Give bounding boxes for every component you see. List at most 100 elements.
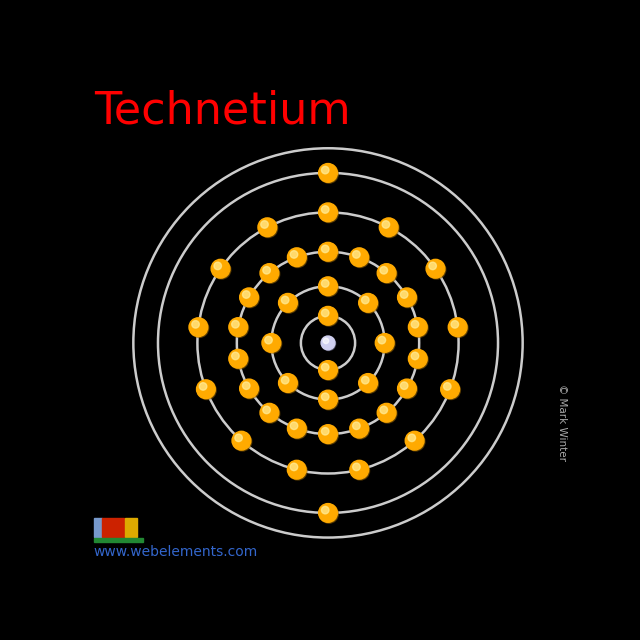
Circle shape: [287, 460, 306, 479]
Circle shape: [321, 166, 329, 174]
Circle shape: [232, 352, 239, 360]
Circle shape: [289, 249, 307, 268]
Circle shape: [278, 374, 298, 392]
Circle shape: [212, 260, 231, 279]
Circle shape: [410, 350, 428, 369]
Circle shape: [410, 319, 428, 337]
Circle shape: [449, 319, 468, 337]
Circle shape: [198, 381, 216, 399]
Circle shape: [444, 383, 451, 390]
Circle shape: [319, 390, 337, 409]
Circle shape: [263, 335, 282, 353]
Text: © Mark Winter: © Mark Winter: [557, 384, 567, 461]
Circle shape: [412, 321, 419, 328]
Circle shape: [319, 243, 337, 261]
Circle shape: [319, 361, 337, 380]
Circle shape: [323, 338, 329, 344]
Circle shape: [265, 337, 272, 344]
Circle shape: [321, 428, 329, 435]
Circle shape: [319, 504, 339, 524]
Circle shape: [291, 422, 298, 429]
Circle shape: [289, 461, 307, 480]
Circle shape: [319, 425, 337, 444]
Bar: [102, 518, 124, 536]
Circle shape: [451, 321, 459, 328]
Circle shape: [229, 317, 248, 337]
Circle shape: [321, 206, 329, 213]
Circle shape: [290, 463, 298, 470]
Circle shape: [214, 262, 221, 269]
Circle shape: [319, 164, 337, 182]
Circle shape: [235, 434, 243, 442]
Circle shape: [408, 349, 427, 368]
Circle shape: [380, 406, 388, 413]
Circle shape: [377, 264, 396, 282]
Text: www.webelements.com: www.webelements.com: [94, 545, 258, 559]
Circle shape: [319, 307, 337, 325]
Circle shape: [377, 403, 396, 422]
Circle shape: [351, 420, 369, 439]
Circle shape: [429, 262, 436, 269]
Circle shape: [192, 321, 199, 328]
Circle shape: [319, 391, 339, 410]
Circle shape: [289, 420, 307, 439]
Circle shape: [278, 294, 298, 312]
Circle shape: [261, 404, 280, 423]
Circle shape: [287, 248, 306, 267]
Circle shape: [427, 260, 446, 279]
Circle shape: [360, 374, 378, 394]
Circle shape: [351, 249, 369, 268]
Circle shape: [321, 336, 335, 350]
Circle shape: [319, 204, 339, 223]
Circle shape: [260, 403, 279, 422]
Circle shape: [243, 382, 250, 389]
Circle shape: [350, 419, 369, 438]
Circle shape: [230, 350, 248, 369]
Circle shape: [397, 379, 416, 398]
Circle shape: [241, 380, 259, 399]
Circle shape: [263, 266, 270, 274]
Circle shape: [399, 289, 417, 308]
Circle shape: [243, 291, 250, 298]
Circle shape: [280, 374, 298, 394]
Circle shape: [262, 333, 281, 352]
Circle shape: [406, 432, 425, 451]
Circle shape: [240, 288, 259, 307]
Circle shape: [319, 277, 337, 296]
Circle shape: [321, 280, 329, 287]
Circle shape: [282, 296, 289, 304]
Circle shape: [380, 266, 388, 274]
Circle shape: [229, 349, 248, 368]
Circle shape: [353, 422, 360, 429]
Circle shape: [260, 264, 279, 282]
Circle shape: [321, 245, 329, 253]
Circle shape: [322, 337, 335, 351]
Circle shape: [351, 461, 369, 480]
Circle shape: [362, 376, 369, 384]
Circle shape: [260, 221, 268, 228]
Circle shape: [397, 288, 416, 307]
Bar: [94, 538, 143, 543]
Circle shape: [319, 243, 339, 262]
Circle shape: [321, 393, 329, 401]
Circle shape: [353, 251, 360, 258]
Circle shape: [408, 434, 415, 442]
Circle shape: [426, 259, 445, 278]
Bar: [125, 518, 138, 536]
Circle shape: [319, 426, 339, 444]
Circle shape: [350, 460, 369, 479]
Circle shape: [321, 309, 329, 317]
Circle shape: [441, 380, 460, 399]
Circle shape: [240, 379, 259, 398]
Circle shape: [412, 352, 419, 360]
Circle shape: [280, 294, 298, 313]
Circle shape: [442, 381, 460, 399]
Circle shape: [321, 364, 329, 371]
Circle shape: [378, 337, 386, 344]
Text: Technetium: Technetium: [94, 89, 351, 132]
Circle shape: [232, 321, 239, 328]
Bar: [94, 518, 102, 536]
Circle shape: [358, 374, 378, 392]
Circle shape: [190, 319, 209, 337]
Circle shape: [319, 164, 339, 183]
